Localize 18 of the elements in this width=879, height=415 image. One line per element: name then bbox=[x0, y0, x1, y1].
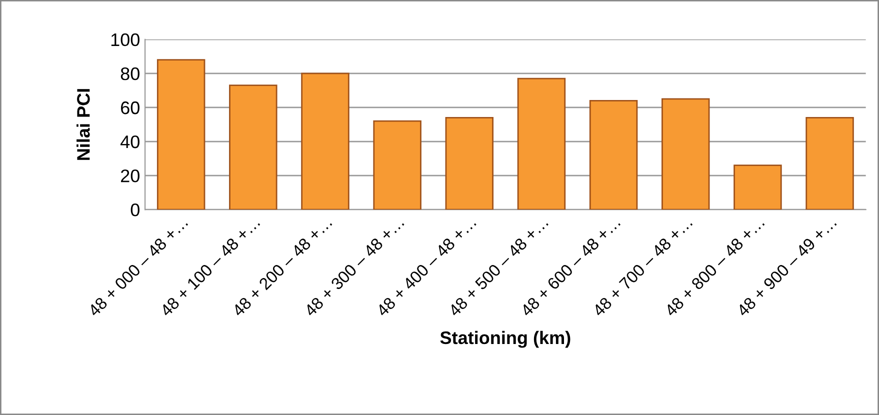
y-tick-label: 60 bbox=[121, 101, 140, 114]
bar bbox=[373, 120, 422, 210]
bar bbox=[445, 117, 494, 210]
bar bbox=[156, 59, 206, 210]
bar bbox=[589, 100, 638, 210]
bar bbox=[517, 78, 566, 210]
bar bbox=[662, 98, 710, 210]
y-tick-label: 20 bbox=[121, 169, 140, 182]
y-axis-title: Nilai PCI bbox=[76, 89, 90, 160]
bar bbox=[734, 164, 782, 210]
y-tick-label: 40 bbox=[120, 135, 140, 148]
bar bbox=[229, 84, 278, 210]
bar bbox=[301, 72, 350, 210]
y-tick-label: 100 bbox=[111, 33, 140, 46]
y-tick-label: 80 bbox=[120, 67, 140, 80]
y-tick-label: 0 bbox=[130, 204, 140, 216]
bar bbox=[806, 117, 854, 210]
x-axis-title: Stationing (km) bbox=[440, 330, 570, 348]
